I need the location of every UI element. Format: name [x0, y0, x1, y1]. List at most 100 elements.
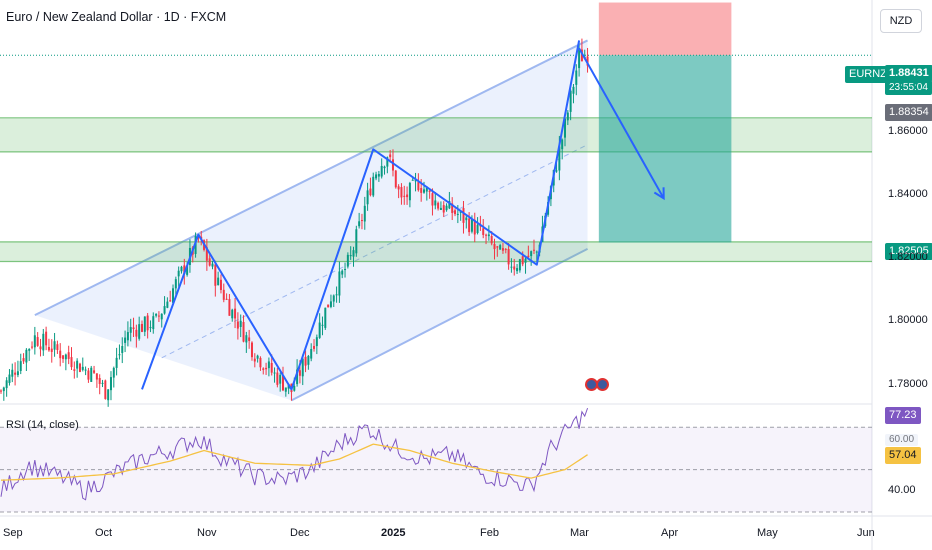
candle-body [445, 205, 448, 211]
candle-body [532, 249, 535, 251]
currency-button[interactable]: NZD [880, 9, 922, 33]
candle-body [284, 387, 287, 392]
time-axis-label: Apr [661, 527, 679, 539]
candle-body [315, 337, 318, 347]
candle-body [183, 265, 186, 274]
rsi-indicator-label[interactable]: RSI (14, close) [6, 419, 79, 431]
candle-body [101, 382, 104, 384]
channel-upper-line [34, 39, 589, 317]
candle-body [239, 320, 242, 327]
candle-body [273, 372, 276, 374]
candle-body [332, 295, 335, 302]
candle-body [406, 194, 409, 198]
candle-body [363, 205, 366, 222]
candle-body [64, 354, 67, 360]
candle-body [369, 188, 372, 196]
candle-body [513, 266, 516, 270]
candle-body [245, 335, 248, 343]
candle-body [485, 234, 488, 236]
candle-body [391, 159, 394, 171]
candle-body [352, 250, 355, 257]
candle-body [527, 255, 530, 258]
candle-body [115, 357, 118, 368]
candle-body [219, 279, 222, 290]
candle-body [211, 263, 214, 267]
candle-body [490, 236, 493, 244]
candle-body [135, 329, 138, 337]
candle-body [510, 266, 513, 268]
candle-body [355, 229, 358, 254]
candle-body [25, 349, 28, 363]
candle-body [377, 174, 380, 177]
candle-body [400, 187, 403, 198]
candle-body [270, 363, 273, 373]
candle-body [578, 49, 581, 69]
candle-body [341, 270, 344, 275]
candle-body [84, 369, 87, 371]
candle-body [267, 361, 270, 369]
time-axis-label: Dec [290, 527, 310, 539]
candle-body [482, 228, 485, 235]
candle-body [411, 179, 414, 181]
candle-body [327, 304, 330, 308]
candle-body [335, 294, 338, 296]
candle-body [225, 298, 228, 300]
candle-body [231, 309, 234, 319]
candle-body [107, 389, 110, 401]
candle-body [456, 213, 459, 215]
price-axis-label: 1.86000 [888, 125, 928, 137]
candle-body [524, 258, 527, 263]
rsi-ma-line [0, 443, 588, 481]
candle-body [580, 49, 583, 62]
candle-body [42, 333, 45, 351]
candle-body [487, 234, 490, 237]
candle-body [180, 266, 183, 272]
candle-body [408, 182, 411, 201]
candle-body [344, 269, 347, 271]
candle-body [11, 369, 14, 377]
candle-body [217, 277, 220, 286]
candle-body [276, 372, 279, 385]
time-axis-label: Feb [480, 527, 499, 539]
candle-body [454, 210, 457, 215]
candle-body [228, 299, 231, 316]
candle-body [555, 170, 558, 172]
candle-body [138, 324, 141, 339]
candle-body [296, 369, 299, 385]
candle-body [109, 377, 112, 391]
candle-body [248, 337, 251, 341]
prev-close-tag: 1.88354 [885, 104, 932, 121]
candle-body [420, 187, 423, 193]
candle-body [98, 378, 101, 384]
candle-body [468, 218, 471, 233]
candle-body [33, 335, 36, 348]
candle-body [45, 331, 48, 346]
candle-body [346, 254, 349, 267]
candle-body [222, 289, 225, 300]
candle-body [423, 189, 425, 193]
candle-body [307, 355, 310, 365]
economic-event-icon[interactable] [596, 378, 609, 391]
projection-arrow-head [653, 187, 665, 201]
take-profit-zone [598, 55, 732, 243]
time-axis-label: May [757, 527, 778, 539]
candle-body [259, 357, 262, 368]
candle-body [157, 315, 160, 317]
projection-arrow-line [578, 47, 665, 199]
candle-body [234, 308, 237, 319]
candle-body [414, 180, 417, 182]
candle-body [298, 370, 301, 376]
candle-body [118, 354, 121, 356]
candle-body [265, 367, 268, 370]
countdown-tag: 23:55:04 [885, 80, 932, 95]
candle-body [93, 370, 96, 373]
time-axis-label: Nov [197, 527, 217, 539]
candle-body [78, 363, 81, 372]
candle-body [428, 190, 431, 192]
candle-body [129, 327, 132, 333]
time-axis-label: Sep [3, 527, 23, 539]
candle-body [516, 268, 519, 272]
candle-body [518, 259, 521, 271]
candle-body [19, 361, 22, 371]
